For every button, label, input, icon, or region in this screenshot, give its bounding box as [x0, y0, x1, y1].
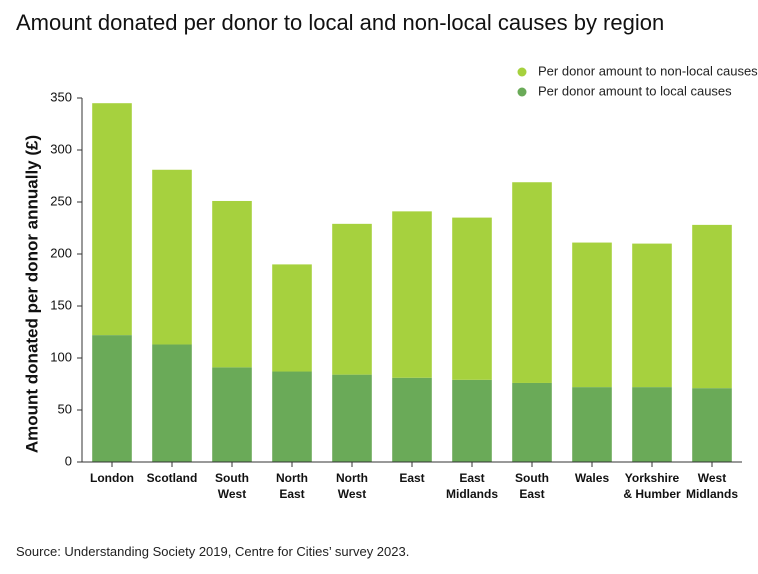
bar-local-segment	[152, 344, 192, 462]
bar-non-local-segment	[152, 169, 192, 345]
y-tick-label: 50	[58, 401, 72, 416]
y-tick-label: 300	[50, 141, 72, 156]
x-tick-label: South East	[515, 471, 549, 501]
y-tick-label: 350	[50, 89, 72, 104]
bar-local-segment	[212, 367, 252, 462]
legend-swatch	[517, 87, 527, 97]
bar-non-local-segment	[272, 264, 312, 372]
bar-local-segment	[392, 377, 432, 462]
source-note: Source: Understanding Society 2019, Cent…	[16, 544, 410, 559]
bar-non-local-segment	[452, 217, 492, 380]
bar-local-segment	[692, 388, 732, 462]
x-tick-label: East	[399, 471, 424, 485]
x-tick-label: Scotland	[147, 471, 198, 485]
legend: Per donor amount to non-local causes Per …	[517, 63, 758, 98]
x-tick-label: North West	[336, 471, 368, 501]
x-axis-labels: London Scotland South West North East North Wes…	[82, 461, 742, 501]
chart-title: Amount donated per donor to local and no…	[16, 10, 665, 35]
x-tick-label: South West	[215, 471, 249, 501]
x-tick-label: Yorkshire & Humber	[623, 471, 681, 501]
x-tick-label: West Midlands	[686, 471, 738, 501]
x-tick-label: East Midlands	[446, 471, 498, 501]
bar-non-local-segment	[392, 211, 432, 378]
bar-local-segment	[452, 379, 492, 462]
y-tick-label: 100	[50, 349, 72, 364]
bar-non-local-segment	[92, 103, 132, 336]
y-tick-label: 250	[50, 193, 72, 208]
x-tick-label: London	[90, 471, 134, 485]
y-tick-label: 0	[65, 453, 72, 468]
y-tick-label: 150	[50, 297, 72, 312]
bar-local-segment	[332, 374, 372, 462]
y-axis-title: Amount donated per donor annually (£)	[22, 135, 41, 453]
bars	[92, 103, 732, 462]
bar-local-segment	[272, 371, 312, 462]
legend-label: Per donor amount to non-local causes	[538, 63, 758, 78]
legend-swatch	[517, 67, 527, 77]
bar-non-local-segment	[332, 223, 372, 375]
y-tick-label: 200	[50, 245, 72, 260]
x-tick-label: North East	[276, 471, 308, 501]
x-tick-label: Wales	[575, 471, 610, 485]
bar-local-segment	[572, 387, 612, 462]
bar-local-segment	[632, 387, 672, 462]
bar-non-local-segment	[512, 182, 552, 383]
bar-non-local-segment	[212, 200, 252, 368]
y-axis-title-group: Amount donated per donor annually (£)	[22, 135, 41, 453]
bar-non-local-segment	[572, 242, 612, 388]
bar-non-local-segment	[632, 243, 672, 388]
bar-local-segment	[92, 335, 132, 462]
y-axis: 0 50 100 150 200 250 300 350	[50, 89, 83, 468]
legend-label: Per donor amount to local causes	[538, 83, 732, 98]
bar-non-local-segment	[692, 224, 732, 389]
bar-local-segment	[512, 382, 552, 462]
